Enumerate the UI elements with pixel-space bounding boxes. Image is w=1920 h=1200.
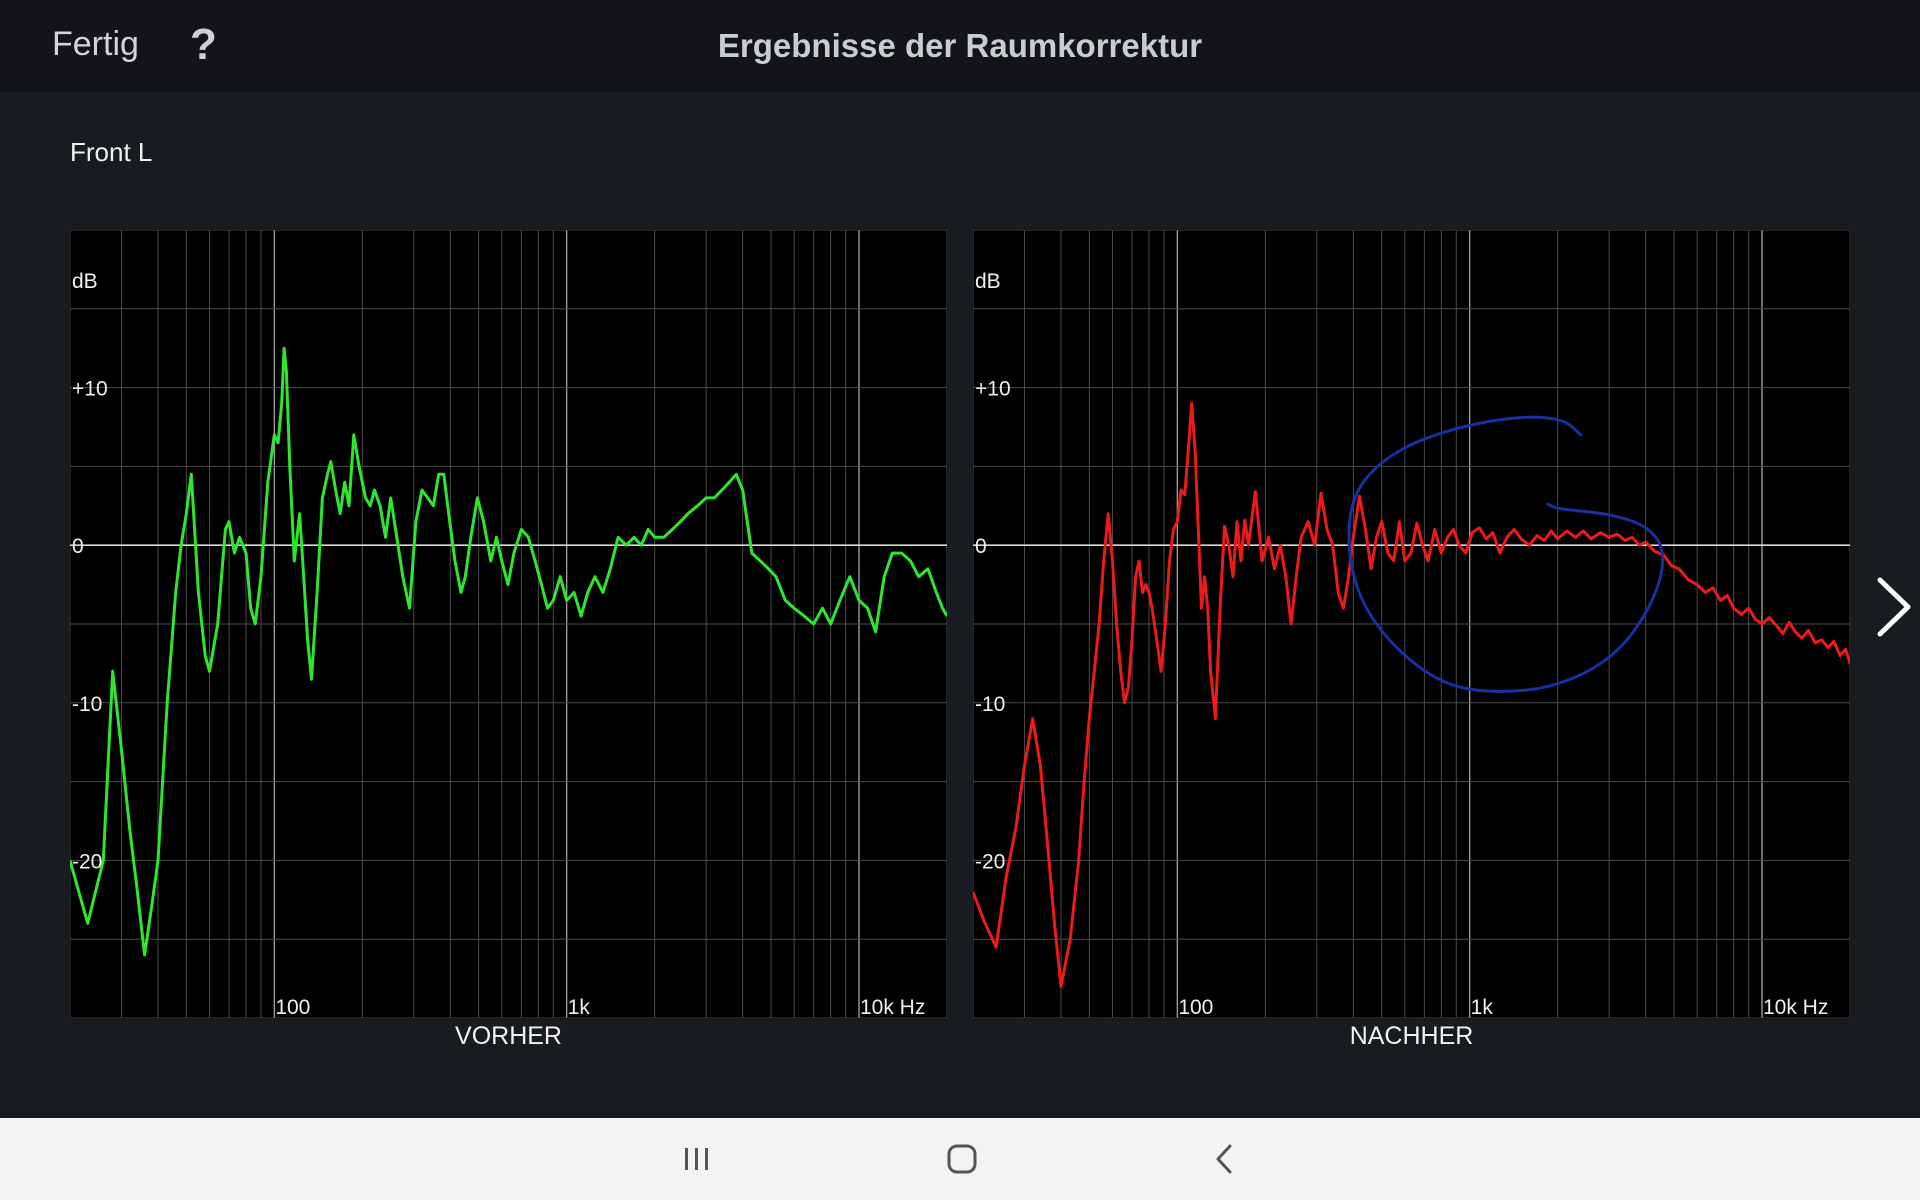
before-chart-y-unit-label: dB [72, 270, 98, 293]
before-chart-x-tick-label: 1k [568, 996, 591, 1018]
before-chart-y-tick-label: -20 [72, 850, 102, 873]
before-chart-x-tick-label: 10k Hz [860, 996, 925, 1018]
top-bar: Fertig ? Ergebnisse der Raumkorrektur [0, 0, 1920, 92]
home-icon[interactable] [932, 1136, 992, 1182]
after-chart-y-tick-label: +10 [975, 378, 1011, 401]
after-chart-x-tick-label: 100 [1178, 996, 1213, 1018]
before-chart-response-curve [70, 346, 947, 957]
before-chart-canvas: dB +10 0 -10 -20 100 1k 10k Hz [70, 230, 947, 1018]
before-chart-x-tick-label: 100 [275, 996, 310, 1018]
chevron-right-icon[interactable] [1868, 572, 1918, 642]
recent-apps-icon[interactable] [667, 1136, 727, 1182]
after-chart-y-tick-label: -20 [975, 850, 1005, 873]
after-chart-x-tick-label: 10k Hz [1763, 996, 1828, 1018]
after-chart-y-unit-label: dB [975, 270, 1001, 293]
before-chart-grid [70, 230, 947, 1018]
channel-label: Front L [70, 137, 153, 167]
page-title: Ergebnisse der Raumkorrektur [717, 27, 1203, 64]
before-chart-y-tick-label: 0 [72, 535, 84, 558]
before-chart-y-tick-label: +10 [72, 378, 108, 401]
after-chart-canvas: dB +10 0 -10 -20 100 1k 10k Hz [973, 230, 1850, 1018]
before-chart: dB +10 0 -10 -20 100 1k 10k Hz [70, 230, 947, 1018]
system-nav-bar [0, 1118, 1920, 1200]
done-button[interactable]: Fertig [52, 25, 139, 63]
after-chart-y-tick-label: -10 [975, 693, 1005, 716]
after-chart: dB +10 0 -10 -20 100 1k 10k Hz [973, 230, 1850, 1018]
before-chart-caption: VORHER [455, 1022, 562, 1050]
after-chart-response-curve [973, 401, 1850, 988]
back-icon[interactable] [1194, 1136, 1254, 1182]
help-icon[interactable]: ? [190, 20, 217, 69]
after-chart-x-tick-label: 1k [1471, 996, 1494, 1018]
after-chart-annotation-circle [1347, 415, 1665, 693]
after-chart-caption: NACHHER [1349, 1022, 1474, 1050]
before-chart-y-tick-label: -10 [72, 693, 102, 716]
after-chart-y-tick-label: 0 [975, 535, 987, 558]
after-chart-grid [973, 230, 1850, 1018]
